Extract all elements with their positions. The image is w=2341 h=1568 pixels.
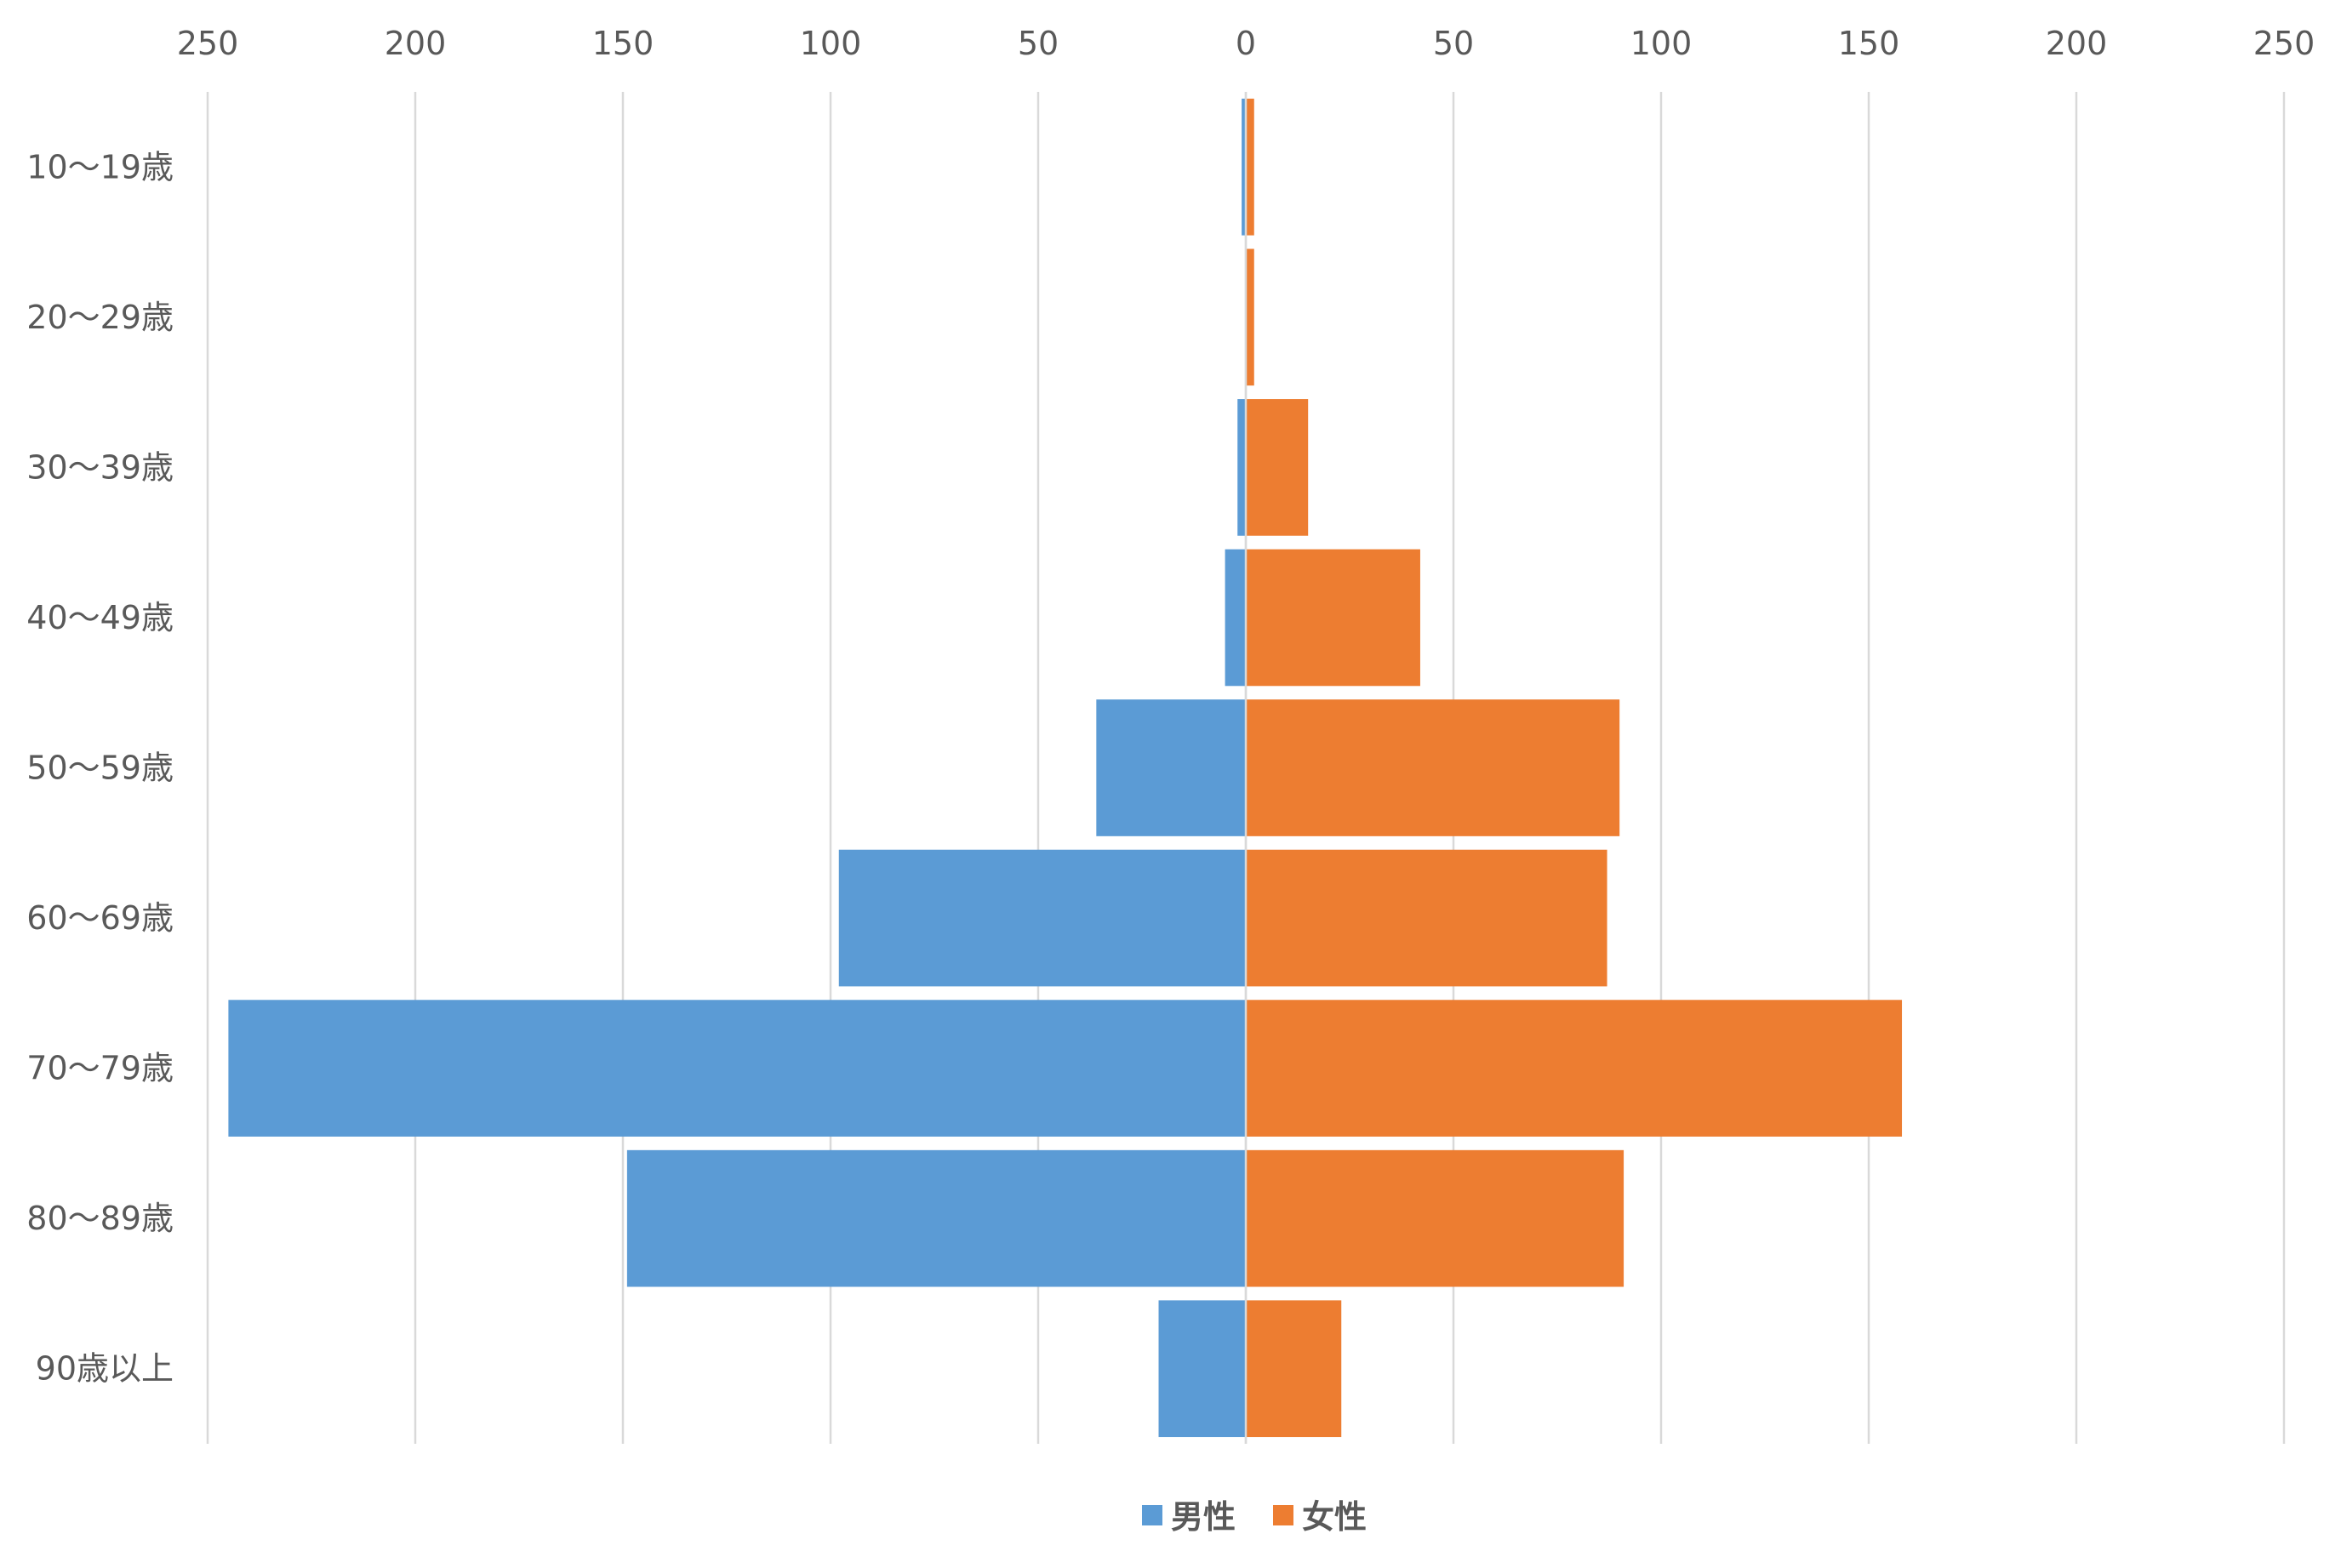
legend: 男性 女性	[1142, 1498, 1367, 1536]
bar-female-0	[1246, 98, 1254, 236]
bar-male-4	[1096, 699, 1246, 836]
category-label-7: 80〜89歳	[26, 1200, 174, 1237]
bar-female-1	[1246, 248, 1254, 386]
category-label-8: 90歳以上	[36, 1350, 174, 1388]
x-tick-label-1: 200	[385, 25, 447, 62]
x-tick-label-3: 100	[800, 25, 862, 62]
bar-male-3	[1225, 549, 1246, 687]
bar-male-0	[1242, 98, 1246, 236]
x-axis-tick-labels: 250 200 150 100 50 0 50 100 150 200 250	[177, 25, 2315, 62]
legend-label-1: 女性	[1302, 1498, 1367, 1536]
bar-female-5	[1246, 849, 1607, 987]
x-tick-label-0: 250	[177, 25, 239, 62]
x-tick-label-6: 50	[1433, 25, 1474, 62]
category-label-4: 50〜59歳	[26, 750, 174, 787]
x-tick-label-9: 200	[2046, 25, 2108, 62]
x-tick-label-10: 250	[2253, 25, 2315, 62]
x-tick-label-2: 150	[592, 25, 654, 62]
category-label-6: 70〜79歳	[26, 1050, 174, 1087]
x-tick-label-8: 150	[1838, 25, 1900, 62]
bar-female-4	[1246, 699, 1620, 836]
category-label-3: 40〜49歳	[26, 599, 174, 636]
bar-male-8	[1158, 1300, 1246, 1438]
bar-female-3	[1246, 549, 1420, 687]
x-tick-label-5: 0	[1236, 25, 1256, 62]
bar-female-2	[1246, 399, 1309, 536]
bar-female-7	[1246, 1149, 1624, 1287]
bar-male-5	[838, 849, 1246, 987]
bar-male-6	[228, 1000, 1246, 1137]
x-tick-label-4: 50	[1018, 25, 1059, 62]
legend-swatch-0	[1142, 1505, 1162, 1525]
bar-female-6	[1246, 1000, 1903, 1137]
bar-male-7	[626, 1149, 1246, 1287]
category-label-2: 30〜39歳	[26, 448, 174, 486]
bar-female-8	[1246, 1300, 1342, 1438]
bar-male-2	[1237, 399, 1246, 536]
bars	[228, 92, 1903, 1444]
legend-swatch-1	[1273, 1505, 1293, 1525]
category-label-5: 60〜69歳	[26, 899, 174, 937]
category-label-0: 10〜19歳	[26, 148, 174, 185]
y-axis-category-labels: 10〜19歳 20〜29歳 30〜39歳 40〜49歳 50〜59歳 60〜69歳 70〜7…	[26, 148, 174, 1387]
x-tick-label-7: 100	[1630, 25, 1693, 62]
legend-label-0: 男性	[1171, 1498, 1236, 1536]
category-label-1: 20〜29歳	[26, 299, 174, 336]
